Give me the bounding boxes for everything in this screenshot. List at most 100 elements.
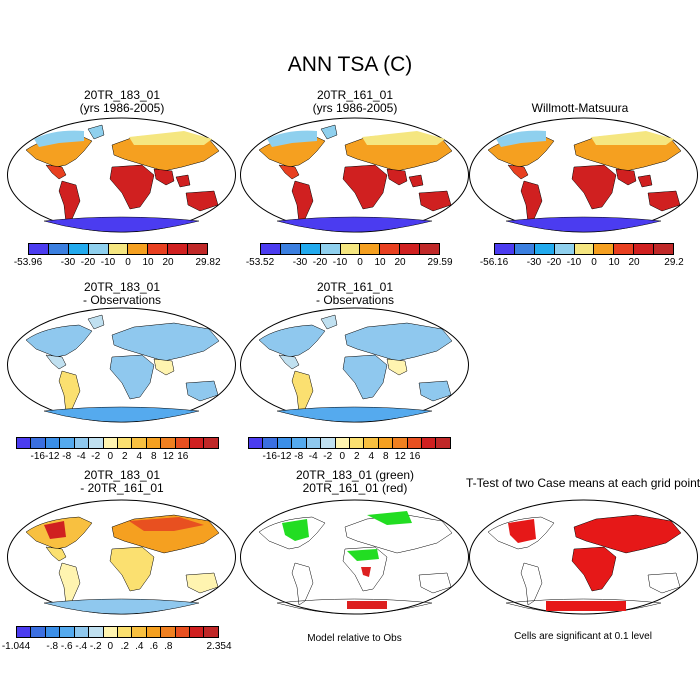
map-20tr-161-climatology [240,117,469,233]
panel-title-2-line2: (yrs 1986-2005) [312,101,398,115]
colorbar-tick-label: 16 [409,451,421,462]
colorbar-tick-label: 4 [368,451,375,462]
colorbar-tick-label: .8 [164,641,173,652]
colorbar-swatch [554,244,575,254]
panel-title-2: 20TR_161_01 (yrs 1986-2005) [275,89,435,115]
colorbar-swatch [393,438,408,448]
colorbar-abs-3 [494,243,674,255]
panel-title-1: 20TR_183_01 (yrs 1986-2005) [42,89,202,115]
colorbar-swatch [45,438,61,448]
colorbar-diff-2 [248,437,451,449]
colorbar-tick-label: -10 [332,257,348,268]
colorbar-abs-3-labels: -56.16 -30 -20 -10 0 10 20 29.2 [480,257,684,269]
colorbar-tick-label: -20 [312,257,328,268]
colorbar-swatch [148,244,169,254]
colorbar-swatch [320,244,341,254]
figure-title: ANN TSA (C) [287,53,413,76]
colorbar-swatch [263,438,278,448]
colorbar-swatch [89,438,104,448]
panel-title-5-line2: - Observations [315,293,395,307]
colorbar-swatch [17,627,32,637]
colorbar-swatch [349,438,365,448]
colorbar-tick-label: 0 [339,451,346,462]
colorbar-tick-label: -2 [91,451,101,462]
map-t-test-significance [469,499,698,615]
panel-title-1-line1: 20TR_183_01 [83,88,161,102]
colorbar-swatch [146,438,162,448]
colorbar-tick-label: 0 [125,257,131,268]
colorbar-swatch [249,438,264,448]
panel-title-7-line2: 20TR_161_01 (red) [302,481,408,495]
colorbar-tick-label: 0 [591,257,597,268]
colorbar-tick-label: -.8 [46,641,59,652]
colorbar-swatch [420,244,440,254]
colorbar-swatch [89,627,104,637]
colorbar-swatch [117,627,133,637]
colorbar-tick-label: -20 [546,257,562,268]
colorbar-diff-1-labels: -16 -12 -8 -4 -2 0 2 4 8 12 16 [16,451,219,463]
colorbar-tick-label: 20 [394,257,406,268]
colorbar-tick-label: -.6 [60,641,73,652]
colorbar-swatch [132,627,147,637]
map-willmott-matsuura [469,117,698,233]
colorbar-swatch [407,438,423,448]
colorbar-swatch [60,438,75,448]
colorbar-tick-label: -12 [45,451,60,462]
colorbar-tick-label: 0 [107,451,114,462]
map-183-minus-161 [7,499,236,615]
colorbar-tick-label: 10 [608,257,620,268]
colorbar-tick-label: -30 [292,257,308,268]
colorbar-tick-label: 12 [162,451,174,462]
colorbar-tick-label: 4 [136,451,143,462]
colorbar-swatch [380,244,401,254]
colorbar-swatch [654,244,674,254]
colorbar-swatch [634,244,655,254]
colorbar-swatch [74,627,90,637]
colorbar-swatch [108,244,129,254]
colorbar-tick-label: 0 [357,257,363,268]
colorbar-swatch [60,627,75,637]
colorbar-diff-1 [16,437,219,449]
panel-title-7-line1: 20TR_183_01 (green) [295,468,415,482]
colorbar-tick-label: -10 [100,257,116,268]
note-significance: Cells are significant at 0.1 level [514,631,652,642]
note-model-relative: Model relative to Obs [307,633,402,644]
colorbar-swatch [48,244,69,254]
colorbar-swatch [74,438,90,448]
colorbar-tick-label: 2.354 [206,641,232,652]
colorbar-tick-label: 16 [177,451,189,462]
colorbar-swatch [190,438,205,448]
colorbar-tick-label: -56.16 [479,257,509,268]
colorbar-diff-3 [16,626,219,638]
colorbar-swatch [534,244,555,254]
colorbar-abs-1 [28,243,208,255]
panel-title-1-line2: (yrs 1986-2005) [79,101,165,115]
colorbar-swatch [261,244,281,254]
colorbar-swatch [300,244,321,254]
colorbar-swatch [204,438,218,448]
map-model-relative-to-obs [240,499,469,615]
colorbar-swatch [280,244,301,254]
colorbar-swatch [306,438,322,448]
colorbar-swatch [45,627,61,637]
colorbar-swatch [190,627,205,637]
colorbar-swatch [88,244,109,254]
colorbar-tick-label: -8 [62,451,72,462]
colorbar-swatch [436,438,450,448]
colorbar-swatch [360,244,381,254]
colorbar-tick-label: 29.82 [195,257,221,268]
colorbar-abs-1-labels: -53.96 -30 -20 -10 0 10 20 29.82 [14,257,221,269]
colorbar-tick-label: -16 [262,451,277,462]
panel-title-5-line1: 20TR_161_01 [316,280,394,294]
colorbar-tick-label: -12 [277,451,292,462]
colorbar-swatch [378,438,394,448]
panel-title-6: 20TR_183_01 - 20TR_161_01 [42,469,202,495]
panel-title-5: 20TR_161_01 - Observations [275,281,435,307]
colorbar-tick-label: 8 [150,451,157,462]
colorbar-swatch [132,438,147,448]
colorbar-tick-label: 2 [353,451,360,462]
panel-title-4: 20TR_183_01 - Observations [42,281,202,307]
colorbar-swatch [335,438,350,448]
colorbar-swatch [128,244,149,254]
colorbar-tick-label: -20 [80,257,96,268]
